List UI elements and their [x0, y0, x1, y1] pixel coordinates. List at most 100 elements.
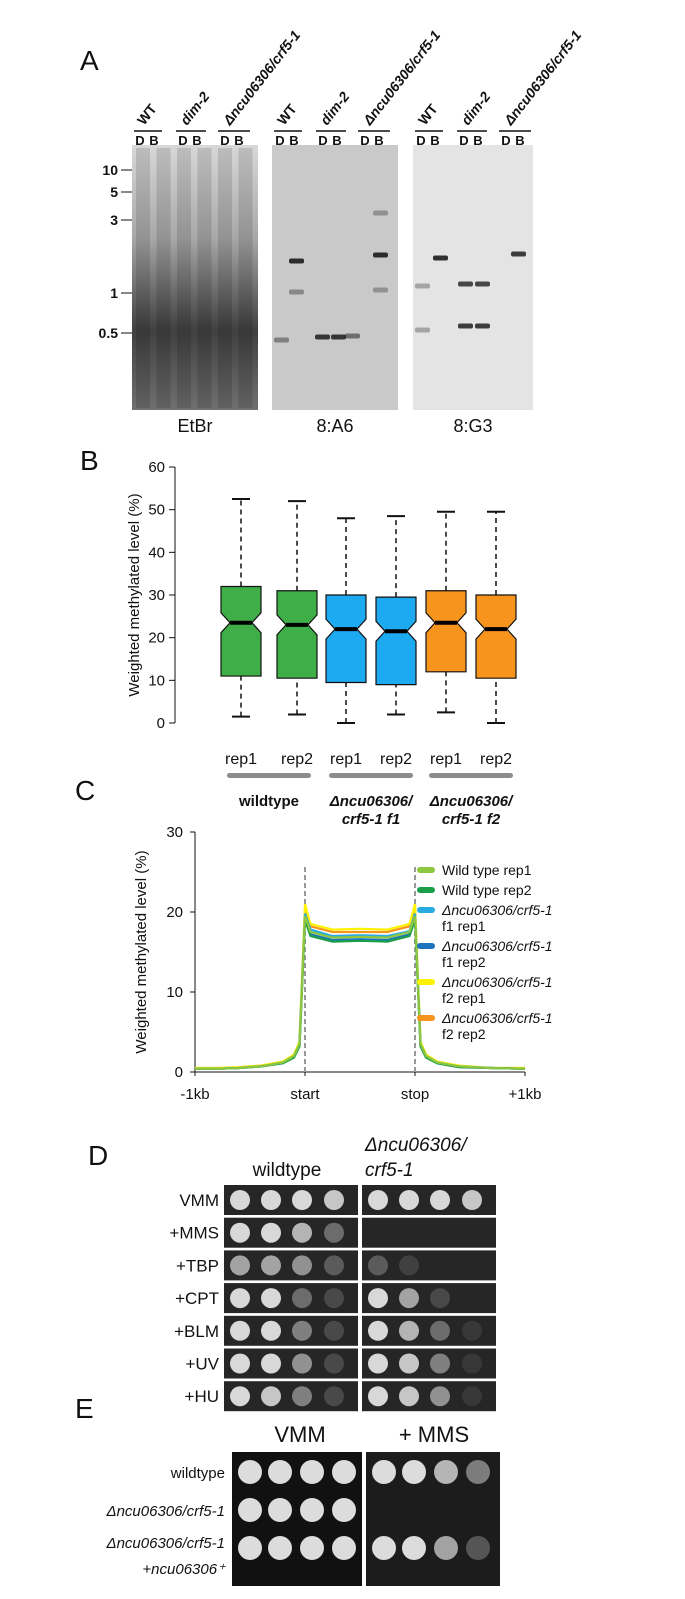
x-tick-label: rep2 — [480, 751, 512, 768]
colony-spot — [261, 1386, 281, 1407]
colony-spot — [292, 1190, 312, 1210]
plate-image — [362, 1217, 496, 1248]
gel-band — [415, 327, 430, 333]
colony-spot — [462, 1190, 482, 1210]
colony-spot — [430, 1386, 450, 1407]
lane-label: B — [332, 133, 341, 148]
column-header: crf5-1 — [365, 1160, 414, 1181]
strain-label: WT — [274, 100, 300, 127]
colony-spot — [300, 1536, 324, 1560]
gel-band — [373, 252, 388, 258]
gel-lane — [197, 148, 212, 408]
colony-spot — [399, 1353, 419, 1374]
gel-band — [373, 210, 388, 216]
legend-label: Δncu06306/crf5-1 f2 rep1 — [441, 974, 553, 1006]
gel-band — [274, 337, 289, 343]
colony-spot — [230, 1288, 250, 1309]
x-tick-label: rep1 — [430, 751, 462, 768]
colony-spot — [261, 1320, 281, 1341]
colony-spot — [332, 1460, 356, 1484]
lane-label: B — [149, 133, 158, 148]
colony-spot — [292, 1288, 312, 1309]
box — [325, 594, 367, 684]
row-label: +MMS — [169, 1224, 219, 1243]
x-tick-label: rep1 — [225, 751, 257, 768]
box — [276, 590, 318, 679]
colony-spot — [430, 1190, 450, 1210]
legend-label: Δncu06306/crf5-1 f1 rep1 — [441, 902, 553, 934]
y-tick-label: 0 — [175, 1064, 183, 1081]
y-tick-label: 20 — [148, 630, 165, 647]
colony-spot — [434, 1536, 458, 1560]
colony-spot — [238, 1498, 262, 1522]
colony-spot — [230, 1222, 250, 1243]
colony-spot — [300, 1498, 324, 1522]
gel-image — [413, 145, 533, 410]
y-tick-label: 30 — [148, 587, 165, 604]
lane-label: B — [289, 133, 298, 148]
row-label: wildtype — [170, 1465, 225, 1482]
panel-label: E — [75, 1393, 94, 1424]
row-label: +BLM — [174, 1322, 219, 1341]
colony-spot — [368, 1320, 388, 1341]
gel-band — [373, 287, 388, 293]
plate-image — [362, 1250, 496, 1281]
colony-spot — [230, 1320, 250, 1341]
gel-band — [458, 323, 473, 329]
lane-label: D — [360, 133, 369, 148]
strain-label: dim-2 — [317, 88, 353, 127]
colony-spot — [434, 1460, 458, 1484]
colony-spot — [261, 1190, 281, 1210]
group-bar — [329, 773, 413, 778]
gel-lane — [136, 148, 150, 408]
colony-spot — [230, 1353, 250, 1374]
colony-spot — [466, 1460, 490, 1484]
box — [475, 594, 517, 679]
x-tick-label: -1kb — [180, 1086, 209, 1103]
colony-spot — [268, 1536, 292, 1560]
lane-label: D — [220, 133, 229, 148]
gel-image — [272, 145, 398, 410]
y-tick-label: 30 — [166, 824, 183, 841]
gel-band — [315, 334, 330, 340]
colony-spot — [399, 1320, 419, 1341]
row-label: +ncu06306⁺ — [142, 1561, 226, 1578]
gel-label: 8:G3 — [453, 416, 492, 436]
colony-spot — [462, 1386, 482, 1407]
colony-spot — [466, 1536, 490, 1560]
box — [220, 585, 262, 677]
colony-spot — [261, 1255, 281, 1276]
colony-spot — [430, 1353, 450, 1374]
gel-band — [289, 258, 304, 264]
colony-spot — [462, 1353, 482, 1374]
group-label: wildtype — [238, 793, 299, 810]
colony-spot — [292, 1255, 312, 1276]
gel-lane — [177, 148, 191, 408]
colony-spot — [430, 1288, 450, 1309]
colony-spot — [430, 1320, 450, 1341]
colony-spot — [399, 1288, 419, 1309]
group-bar — [227, 773, 311, 778]
colony-spot — [300, 1460, 324, 1484]
gel-band — [433, 255, 448, 261]
legend-label: Δncu06306/crf5-1 f1 rep2 — [441, 938, 553, 970]
colony-spot — [261, 1222, 281, 1243]
colony-spot — [332, 1498, 356, 1522]
group-label: crf5-1 f2 — [442, 811, 501, 828]
colony-spot — [238, 1536, 262, 1560]
y-tick-label: 10 — [166, 984, 183, 1001]
colony-spot — [230, 1190, 250, 1210]
lane-label: D — [416, 133, 425, 148]
colony-spot — [368, 1255, 388, 1276]
colony-spot — [268, 1460, 292, 1484]
gel-band — [511, 251, 526, 257]
gel-band — [345, 333, 360, 339]
strain-label: dim-2 — [458, 88, 494, 127]
colony-spot — [324, 1222, 344, 1243]
x-tick-label: rep2 — [281, 751, 313, 768]
y-tick-label: 50 — [148, 502, 165, 519]
lane-label: D — [275, 133, 284, 148]
colony-spot — [402, 1460, 426, 1484]
row-label: +HU — [185, 1387, 219, 1406]
gel-band — [475, 323, 490, 329]
